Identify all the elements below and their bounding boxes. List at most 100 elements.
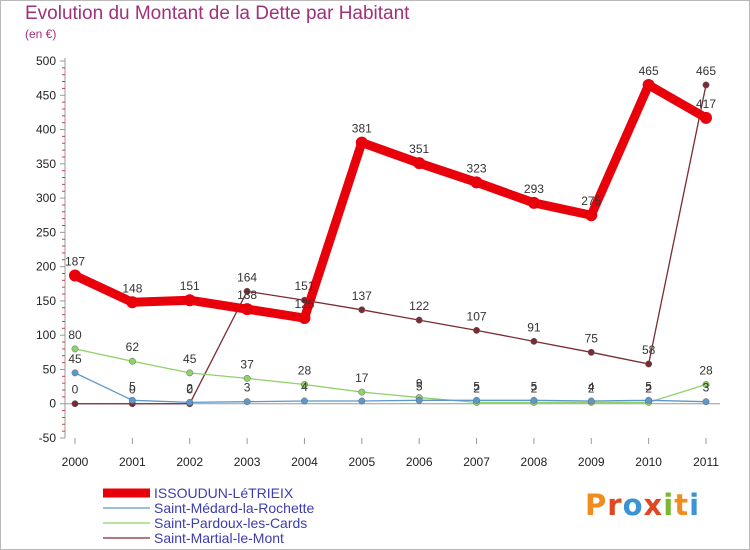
data-label: 2 xyxy=(645,381,652,395)
data-point xyxy=(702,81,710,89)
x-tick-label: 2008 xyxy=(521,455,548,469)
data-label: 3 xyxy=(703,381,710,395)
series-line xyxy=(70,80,711,323)
y-tick-label: 200 xyxy=(36,260,56,274)
x-tick-label: 2011 xyxy=(693,455,719,469)
legend-label: Saint-Pardoux-les-Cards xyxy=(154,515,307,531)
data-label: 3 xyxy=(244,381,251,395)
data-point xyxy=(358,397,366,405)
data-label: 62 xyxy=(126,340,140,354)
data-point xyxy=(71,345,79,353)
logo-letter: P xyxy=(585,488,608,522)
data-label: 381 xyxy=(352,122,372,136)
data-label: 80 xyxy=(68,328,82,342)
data-label: 5 xyxy=(645,379,652,393)
data-point xyxy=(128,396,136,404)
data-point xyxy=(585,209,598,222)
logo-letter: x xyxy=(643,488,664,522)
data-point xyxy=(358,306,366,314)
y-tick-label: 150 xyxy=(36,294,56,308)
chart-title: Evolution du Montant de la Dette par Hab… xyxy=(25,3,410,24)
data-label: 2 xyxy=(588,381,595,395)
legend-label: Saint-Martial-le-Mont xyxy=(154,530,284,546)
data-point xyxy=(183,294,196,307)
data-label: 2 xyxy=(531,381,538,395)
data-point xyxy=(413,157,426,170)
legend-label: ISSOUDUN-LéTRIEIX xyxy=(154,485,294,501)
data-label: 0 xyxy=(129,383,136,397)
data-point xyxy=(470,176,483,189)
data-point xyxy=(69,269,81,282)
data-point xyxy=(186,398,194,406)
data-label: 5 xyxy=(531,379,538,393)
data-point xyxy=(128,357,136,365)
data-label: 187 xyxy=(65,255,85,269)
data-label: 58 xyxy=(642,343,656,357)
data-label: 465 xyxy=(639,64,659,78)
proxiti-logo: Proxiti xyxy=(585,488,700,522)
y-tick-label: 250 xyxy=(36,225,56,239)
data-point xyxy=(473,396,480,404)
legend-label: Saint-Médard-la-Rochette xyxy=(154,500,315,516)
x-tick-label: 2007 xyxy=(463,455,490,469)
data-label: 351 xyxy=(409,142,429,156)
data-point xyxy=(301,381,308,388)
logo-letter: t xyxy=(674,488,690,522)
data-label: 151 xyxy=(294,279,314,293)
data-label: 125 xyxy=(294,297,314,311)
data-point xyxy=(527,196,540,209)
logo-letter: i xyxy=(663,488,675,522)
data-label: 9 xyxy=(416,377,423,391)
logo-letter: r xyxy=(607,488,623,522)
series-line xyxy=(74,84,707,405)
data-point xyxy=(71,400,79,408)
x-tick-label: 2001 xyxy=(119,455,146,469)
x-tick-label: 2006 xyxy=(406,455,433,469)
y-tick-label: 300 xyxy=(36,191,56,205)
data-label: 37 xyxy=(240,357,254,371)
y-tick-label: 450 xyxy=(36,88,56,102)
data-label: 275 xyxy=(581,194,601,208)
data-point xyxy=(700,111,712,124)
y-tick-label: -50 xyxy=(39,431,57,445)
data-label: 4 xyxy=(301,380,308,394)
data-point xyxy=(530,337,538,345)
y-axis-unit: (en €) xyxy=(25,27,57,41)
data-point xyxy=(645,396,653,404)
logo-letter: o xyxy=(622,488,644,522)
data-point xyxy=(71,369,79,377)
data-point xyxy=(243,374,251,382)
data-label: 138 xyxy=(237,288,257,302)
data-label: 91 xyxy=(527,320,541,334)
y-tick-label: 350 xyxy=(36,157,56,171)
data-label: 323 xyxy=(467,161,487,175)
data-label: 0 xyxy=(72,383,79,397)
data-point xyxy=(243,398,251,406)
y-tick-label: 500 xyxy=(36,54,56,68)
series-line xyxy=(74,372,707,404)
logo-letter: i xyxy=(689,488,701,522)
data-label: 122 xyxy=(409,299,429,313)
x-tick-label: 2009 xyxy=(578,455,605,469)
data-label: 45 xyxy=(183,352,197,366)
data-point xyxy=(358,388,366,396)
data-label: 148 xyxy=(122,281,142,295)
x-tick-label: 2004 xyxy=(291,455,318,469)
data-label: 28 xyxy=(298,364,312,378)
data-label: 5 xyxy=(129,379,136,393)
data-point xyxy=(587,397,595,405)
data-label: 137 xyxy=(352,289,372,303)
y-tick-label: 100 xyxy=(36,328,56,342)
data-label: 75 xyxy=(585,331,599,345)
data-point xyxy=(241,303,254,316)
data-point xyxy=(186,369,194,377)
data-label: 417 xyxy=(696,97,716,111)
data-point xyxy=(301,397,308,405)
data-point xyxy=(355,136,368,149)
y-tick-label: 400 xyxy=(36,123,56,137)
x-tick-label: 2005 xyxy=(348,455,375,469)
x-tick-label: 2002 xyxy=(176,455,203,469)
data-label: 465 xyxy=(696,64,716,78)
data-label: 5 xyxy=(473,379,480,393)
